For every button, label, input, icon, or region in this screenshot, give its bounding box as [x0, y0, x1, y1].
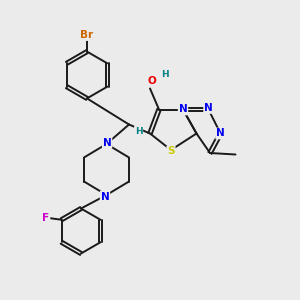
Text: O: O [147, 76, 156, 86]
Text: H: H [135, 127, 142, 136]
Text: N: N [100, 191, 109, 202]
Text: N: N [216, 128, 225, 139]
Text: N: N [178, 104, 188, 115]
Text: N: N [103, 137, 112, 148]
Text: H: H [161, 70, 169, 79]
Text: F: F [42, 213, 50, 223]
Text: S: S [167, 146, 175, 157]
Text: N: N [204, 103, 213, 113]
Text: Br: Br [80, 30, 94, 40]
